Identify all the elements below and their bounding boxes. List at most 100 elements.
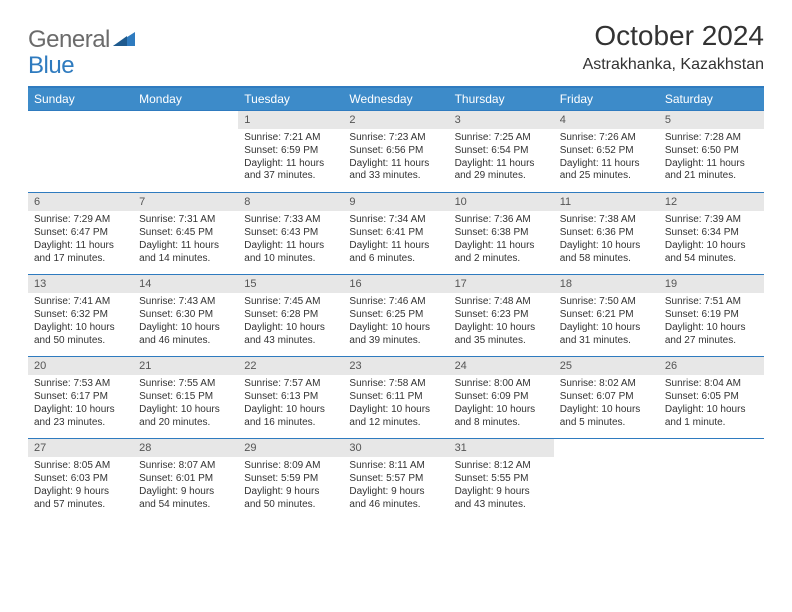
- day-cell: 25Sunrise: 8:02 AMSunset: 6:07 PMDayligh…: [554, 357, 659, 439]
- day-cell: 26Sunrise: 8:04 AMSunset: 6:05 PMDayligh…: [659, 357, 764, 439]
- day-body: Sunrise: 7:58 AMSunset: 6:11 PMDaylight:…: [343, 375, 448, 438]
- sunset-text: Sunset: 6:07 PM: [560, 391, 653, 404]
- sunset-text: Sunset: 6:13 PM: [244, 391, 337, 404]
- daylight-text: Daylight: 10 hours: [455, 322, 548, 335]
- day-cell: 4Sunrise: 7:26 AMSunset: 6:52 PMDaylight…: [554, 111, 659, 193]
- day-cell: 31Sunrise: 8:12 AMSunset: 5:55 PMDayligh…: [449, 439, 554, 521]
- day-header-wed: Wednesday: [343, 87, 448, 111]
- sunset-text: Sunset: 6:50 PM: [665, 145, 758, 158]
- day-cell: 1Sunrise: 7:21 AMSunset: 6:59 PMDaylight…: [238, 111, 343, 193]
- daylight-text: and 31 minutes.: [560, 335, 653, 348]
- sunset-text: Sunset: 6:45 PM: [139, 227, 232, 240]
- sunrise-text: Sunrise: 7:25 AM: [455, 132, 548, 145]
- day-cell: 11Sunrise: 7:38 AMSunset: 6:36 PMDayligh…: [554, 193, 659, 275]
- day-number: 15: [238, 275, 343, 293]
- day-header-tue: Tuesday: [238, 87, 343, 111]
- day-header-sun: Sunday: [28, 87, 133, 111]
- daylight-text: and 6 minutes.: [349, 253, 442, 266]
- week-row: 13Sunrise: 7:41 AMSunset: 6:32 PMDayligh…: [28, 275, 764, 357]
- sunset-text: Sunset: 6:21 PM: [560, 309, 653, 322]
- day-number: 8: [238, 193, 343, 211]
- sunset-text: Sunset: 6:52 PM: [560, 145, 653, 158]
- sunrise-text: Sunrise: 8:05 AM: [34, 460, 127, 473]
- daylight-text: Daylight: 10 hours: [139, 404, 232, 417]
- day-body: Sunrise: 7:51 AMSunset: 6:19 PMDaylight:…: [659, 293, 764, 356]
- day-body: Sunrise: 7:34 AMSunset: 6:41 PMDaylight:…: [343, 211, 448, 274]
- day-body: Sunrise: 8:07 AMSunset: 6:01 PMDaylight:…: [133, 457, 238, 520]
- week-row: 6Sunrise: 7:29 AMSunset: 6:47 PMDaylight…: [28, 193, 764, 275]
- day-header-thu: Thursday: [449, 87, 554, 111]
- day-number: 4: [554, 111, 659, 129]
- day-cell: [133, 111, 238, 193]
- daylight-text: and 5 minutes.: [560, 417, 653, 430]
- sunset-text: Sunset: 6:05 PM: [665, 391, 758, 404]
- daylight-text: Daylight: 10 hours: [244, 322, 337, 335]
- sunrise-text: Sunrise: 7:57 AM: [244, 378, 337, 391]
- daylight-text: and 23 minutes.: [34, 417, 127, 430]
- sunrise-text: Sunrise: 8:11 AM: [349, 460, 442, 473]
- day-cell: 2Sunrise: 7:23 AMSunset: 6:56 PMDaylight…: [343, 111, 448, 193]
- calendar-table: Sunday Monday Tuesday Wednesday Thursday…: [28, 86, 764, 520]
- sunrise-text: Sunrise: 7:34 AM: [349, 214, 442, 227]
- day-body: Sunrise: 8:05 AMSunset: 6:03 PMDaylight:…: [28, 457, 133, 520]
- daylight-text: Daylight: 11 hours: [560, 158, 653, 171]
- sunset-text: Sunset: 5:55 PM: [455, 473, 548, 486]
- day-body: Sunrise: 7:31 AMSunset: 6:45 PMDaylight:…: [133, 211, 238, 274]
- header: General October 2024 Astrakhanka, Kazakh…: [28, 20, 764, 74]
- daylight-text: and 54 minutes.: [139, 499, 232, 512]
- day-cell: 16Sunrise: 7:46 AMSunset: 6:25 PMDayligh…: [343, 275, 448, 357]
- daylight-text: and 8 minutes.: [455, 417, 548, 430]
- daylight-text: and 17 minutes.: [34, 253, 127, 266]
- day-cell: 13Sunrise: 7:41 AMSunset: 6:32 PMDayligh…: [28, 275, 133, 357]
- location: Astrakhanka, Kazakhstan: [583, 56, 764, 74]
- day-body: Sunrise: 7:23 AMSunset: 6:56 PMDaylight:…: [343, 129, 448, 192]
- day-number: 2: [343, 111, 448, 129]
- day-number: 17: [449, 275, 554, 293]
- day-cell: 15Sunrise: 7:45 AMSunset: 6:28 PMDayligh…: [238, 275, 343, 357]
- daylight-text: and 57 minutes.: [34, 499, 127, 512]
- daylight-text: Daylight: 10 hours: [560, 322, 653, 335]
- sunset-text: Sunset: 6:38 PM: [455, 227, 548, 240]
- day-cell: 8Sunrise: 7:33 AMSunset: 6:43 PMDaylight…: [238, 193, 343, 275]
- day-body: Sunrise: 7:33 AMSunset: 6:43 PMDaylight:…: [238, 211, 343, 274]
- daylight-text: Daylight: 9 hours: [34, 486, 127, 499]
- daylight-text: Daylight: 11 hours: [349, 158, 442, 171]
- daylight-text: Daylight: 9 hours: [244, 486, 337, 499]
- day-number: 24: [449, 357, 554, 375]
- sunset-text: Sunset: 6:11 PM: [349, 391, 442, 404]
- day-number: 31: [449, 439, 554, 457]
- daylight-text: and 21 minutes.: [665, 170, 758, 183]
- day-number: 5: [659, 111, 764, 129]
- day-body: Sunrise: 7:41 AMSunset: 6:32 PMDaylight:…: [28, 293, 133, 356]
- sunrise-text: Sunrise: 7:53 AM: [34, 378, 127, 391]
- daylight-text: and 50 minutes.: [34, 335, 127, 348]
- sunset-text: Sunset: 6:09 PM: [455, 391, 548, 404]
- day-cell: 10Sunrise: 7:36 AMSunset: 6:38 PMDayligh…: [449, 193, 554, 275]
- day-header-mon: Monday: [133, 87, 238, 111]
- day-body: Sunrise: 7:57 AMSunset: 6:13 PMDaylight:…: [238, 375, 343, 438]
- day-number: 11: [554, 193, 659, 211]
- week-row: 20Sunrise: 7:53 AMSunset: 6:17 PMDayligh…: [28, 357, 764, 439]
- daylight-text: and 14 minutes.: [139, 253, 232, 266]
- day-cell: 23Sunrise: 7:58 AMSunset: 6:11 PMDayligh…: [343, 357, 448, 439]
- sunset-text: Sunset: 6:15 PM: [139, 391, 232, 404]
- day-cell: 5Sunrise: 7:28 AMSunset: 6:50 PMDaylight…: [659, 111, 764, 193]
- day-body: Sunrise: 7:38 AMSunset: 6:36 PMDaylight:…: [554, 211, 659, 274]
- day-number: 27: [28, 439, 133, 457]
- day-number: 23: [343, 357, 448, 375]
- day-number: 18: [554, 275, 659, 293]
- day-header-row: Sunday Monday Tuesday Wednesday Thursday…: [28, 87, 764, 111]
- daylight-text: Daylight: 11 hours: [455, 240, 548, 253]
- daylight-text: Daylight: 11 hours: [349, 240, 442, 253]
- day-number: 3: [449, 111, 554, 129]
- day-number: 21: [133, 357, 238, 375]
- day-body: Sunrise: 7:39 AMSunset: 6:34 PMDaylight:…: [659, 211, 764, 274]
- daylight-text: and 35 minutes.: [455, 335, 548, 348]
- day-cell: 28Sunrise: 8:07 AMSunset: 6:01 PMDayligh…: [133, 439, 238, 521]
- day-body: Sunrise: 8:02 AMSunset: 6:07 PMDaylight:…: [554, 375, 659, 438]
- day-number: 19: [659, 275, 764, 293]
- logo-text-general: General: [28, 26, 110, 54]
- week-row: 1Sunrise: 7:21 AMSunset: 6:59 PMDaylight…: [28, 111, 764, 193]
- day-cell: 20Sunrise: 7:53 AMSunset: 6:17 PMDayligh…: [28, 357, 133, 439]
- daylight-text: and 43 minutes.: [244, 335, 337, 348]
